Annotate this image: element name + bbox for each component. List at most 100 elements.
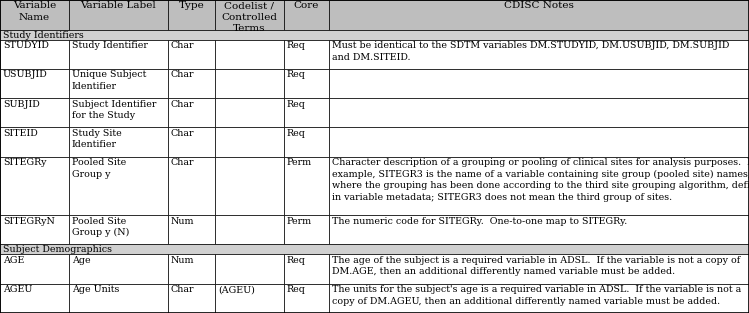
Text: Study Site
Identifier: Study Site Identifier [72, 129, 121, 149]
Bar [329, 127, 749, 157]
Text: The age of the subject is a required variable in ADSL.  If the variable is not a: The age of the subject is a required var… [332, 256, 740, 276]
Bar [168, 69, 215, 98]
Text: Num: Num [171, 256, 194, 265]
Bar [168, 284, 215, 313]
Text: Study Identifier: Study Identifier [72, 41, 148, 50]
Bar [0, 254, 69, 284]
Bar [215, 0, 284, 30]
Bar [284, 127, 329, 157]
Text: Pooled Site
Group y: Pooled Site Group y [72, 158, 126, 178]
Text: Char: Char [171, 158, 194, 167]
Bar [168, 98, 215, 127]
Bar [168, 0, 215, 30]
Bar [0, 284, 69, 313]
Bar [69, 254, 168, 284]
Text: Variable
Name: Variable Name [13, 1, 56, 22]
Bar [69, 215, 168, 244]
Text: Char: Char [171, 129, 194, 138]
Text: (AGEU): (AGEU) [218, 285, 255, 294]
Bar [0, 157, 69, 215]
Text: AGE: AGE [3, 256, 25, 265]
Text: Study Identifiers: Study Identifiers [3, 31, 84, 40]
Bar [168, 40, 215, 69]
Bar [284, 40, 329, 69]
Text: CDISC Notes: CDISC Notes [504, 1, 574, 10]
Text: The units for the subject's age is a required variable in ADSL.  If the variable: The units for the subject's age is a req… [332, 285, 741, 305]
Text: Perm: Perm [287, 158, 312, 167]
Text: Unique Subject
Identifier: Unique Subject Identifier [72, 70, 146, 91]
Bar [284, 254, 329, 284]
Bar [0, 69, 69, 98]
Text: Core: Core [294, 1, 319, 10]
Bar [284, 215, 329, 244]
Bar [284, 157, 329, 215]
Bar [69, 69, 168, 98]
Bar [168, 157, 215, 215]
Bar [329, 0, 749, 30]
Text: SITEID: SITEID [3, 129, 37, 138]
Bar [215, 284, 284, 313]
Bar [168, 254, 215, 284]
Bar [329, 98, 749, 127]
Bar [69, 157, 168, 215]
Bar [284, 284, 329, 313]
Text: Char: Char [171, 285, 194, 294]
Bar [329, 254, 749, 284]
Text: Char: Char [171, 70, 194, 79]
Bar [168, 215, 215, 244]
Text: USUBJID: USUBJID [3, 70, 48, 79]
Bar [0, 98, 69, 127]
Text: Age Units: Age Units [72, 285, 119, 294]
Text: SITEGRy: SITEGRy [3, 158, 46, 167]
Bar [329, 69, 749, 98]
Text: Req: Req [287, 100, 306, 109]
Text: AGEU: AGEU [3, 285, 32, 294]
Bar [168, 127, 215, 157]
Bar [329, 40, 749, 69]
Text: Char: Char [171, 100, 194, 109]
Text: Req: Req [287, 256, 306, 265]
Text: Pooled Site
Group y (N): Pooled Site Group y (N) [72, 217, 130, 237]
Text: Subject Identifier
for the Study: Subject Identifier for the Study [72, 100, 157, 120]
Bar [215, 157, 284, 215]
Text: SITEGRyN: SITEGRyN [3, 217, 55, 226]
Bar [0, 0, 69, 30]
Text: Type: Type [178, 1, 204, 10]
Bar [69, 98, 168, 127]
Bar [329, 157, 749, 215]
Text: Req: Req [287, 70, 306, 79]
Bar [329, 284, 749, 313]
Bar [69, 127, 168, 157]
Bar [0, 30, 749, 40]
Text: Codelist /
Controlled
Terms: Codelist / Controlled Terms [222, 1, 277, 33]
Text: SUBJID: SUBJID [3, 100, 40, 109]
Bar [0, 127, 69, 157]
Bar [329, 215, 749, 244]
Text: Variable Label: Variable Label [80, 1, 157, 10]
Bar [215, 40, 284, 69]
Text: STUDYID: STUDYID [3, 41, 49, 50]
Text: Character description of a grouping or pooling of clinical sites for analysis pu: Character description of a grouping or p… [332, 158, 749, 202]
Bar [69, 40, 168, 69]
Text: Char: Char [171, 41, 194, 50]
Bar [215, 69, 284, 98]
Bar [69, 284, 168, 313]
Bar [0, 215, 69, 244]
Bar [0, 244, 749, 254]
Text: Req: Req [287, 285, 306, 294]
Bar [284, 98, 329, 127]
Text: Req: Req [287, 129, 306, 138]
Bar [0, 40, 69, 69]
Text: The numeric code for SITEGRy.  One-to-one map to SITEGRy.: The numeric code for SITEGRy. One-to-one… [332, 217, 627, 226]
Text: Req: Req [287, 41, 306, 50]
Bar [284, 69, 329, 98]
Bar [215, 98, 284, 127]
Text: Perm: Perm [287, 217, 312, 226]
Text: Age: Age [72, 256, 91, 265]
Text: Must be identical to the SDTM variables DM.STUDYID, DM.USUBJID, DM.SUBJID
and DM: Must be identical to the SDTM variables … [332, 41, 730, 62]
Bar [215, 254, 284, 284]
Text: Subject Demographics: Subject Demographics [3, 245, 112, 254]
Bar [215, 215, 284, 244]
Bar [284, 0, 329, 30]
Bar [69, 0, 168, 30]
